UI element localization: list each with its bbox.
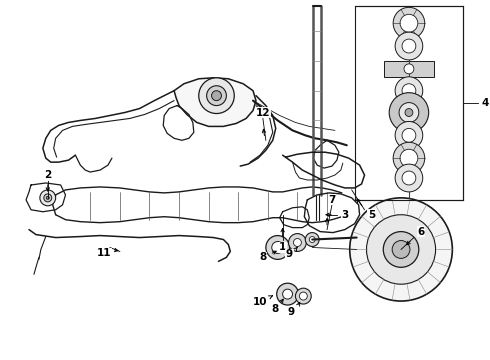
- Circle shape: [402, 129, 416, 142]
- Bar: [355, 6, 463, 200]
- Circle shape: [207, 86, 226, 105]
- Text: 7: 7: [328, 195, 336, 205]
- Circle shape: [272, 242, 284, 253]
- Text: 2: 2: [44, 170, 51, 180]
- Circle shape: [393, 7, 425, 39]
- Circle shape: [350, 198, 452, 301]
- Text: 9: 9: [286, 249, 293, 260]
- Text: 11: 11: [97, 248, 111, 258]
- Text: 9: 9: [288, 307, 295, 317]
- Circle shape: [400, 149, 418, 167]
- Text: 12: 12: [256, 108, 270, 117]
- Circle shape: [289, 234, 306, 251]
- Circle shape: [44, 194, 52, 202]
- Text: 3: 3: [341, 210, 348, 220]
- Circle shape: [392, 240, 410, 258]
- Text: 5: 5: [368, 210, 375, 220]
- Text: 4: 4: [481, 98, 489, 108]
- Circle shape: [295, 288, 311, 304]
- Circle shape: [405, 109, 413, 117]
- Polygon shape: [384, 61, 434, 77]
- Circle shape: [402, 171, 416, 185]
- Circle shape: [395, 77, 423, 105]
- Polygon shape: [174, 78, 256, 126]
- Text: 10: 10: [253, 297, 267, 307]
- Circle shape: [266, 235, 290, 260]
- Circle shape: [199, 78, 234, 113]
- Circle shape: [400, 14, 418, 32]
- Circle shape: [283, 289, 293, 299]
- Circle shape: [212, 91, 221, 100]
- Circle shape: [395, 121, 423, 149]
- Circle shape: [402, 84, 416, 98]
- Text: 8: 8: [271, 304, 278, 314]
- Circle shape: [277, 283, 298, 305]
- Circle shape: [309, 237, 315, 243]
- Text: 8: 8: [259, 252, 267, 262]
- Text: 1: 1: [279, 243, 286, 252]
- Text: 6: 6: [417, 226, 424, 237]
- Circle shape: [383, 231, 419, 267]
- Circle shape: [389, 93, 429, 132]
- Circle shape: [395, 164, 423, 192]
- Circle shape: [404, 64, 414, 74]
- Circle shape: [46, 196, 49, 199]
- Circle shape: [294, 239, 301, 247]
- Circle shape: [399, 103, 419, 122]
- Circle shape: [305, 233, 319, 247]
- Circle shape: [402, 39, 416, 53]
- Circle shape: [395, 32, 423, 60]
- Circle shape: [367, 215, 436, 284]
- Circle shape: [40, 190, 56, 206]
- Circle shape: [299, 292, 307, 300]
- Circle shape: [393, 142, 425, 174]
